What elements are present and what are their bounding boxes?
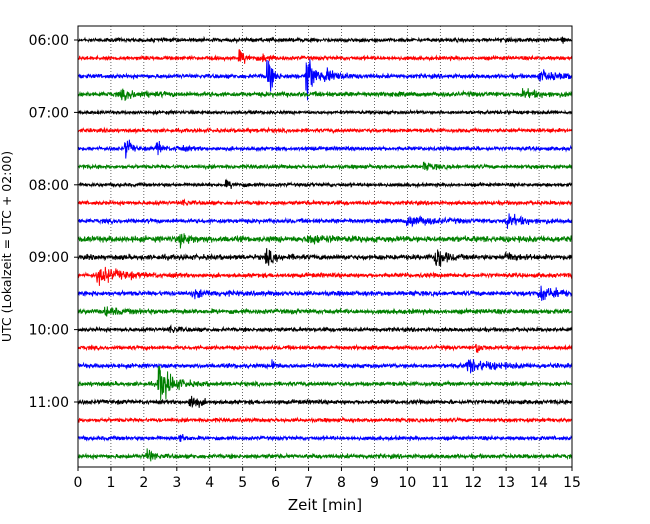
y-axis-label: UTC (Lokalzeit = UTC + 02:00) xyxy=(0,151,14,342)
x-tick-label: 11 xyxy=(431,475,449,491)
y-tick-label: 10:00 xyxy=(29,323,69,339)
trace-1000 xyxy=(77,323,573,334)
trace-0845 xyxy=(77,233,573,249)
y-axis-ticks: 06:00 07:00 08:00 09:00 10:00 11:00 xyxy=(29,33,78,411)
trace-0700 xyxy=(77,108,573,116)
trace-0800 xyxy=(77,178,573,189)
x-tick-label: 2 xyxy=(139,475,148,491)
x-axis-label: Zeit [min] xyxy=(288,496,362,514)
y-tick-label: 08:00 xyxy=(29,178,69,194)
trace-1145 xyxy=(77,448,573,462)
x-tick-label: 9 xyxy=(370,475,379,491)
x-tick-label: 13 xyxy=(497,475,515,491)
trace-1015 xyxy=(77,343,573,354)
trace-1030 xyxy=(77,358,573,374)
x-tick-label: 10 xyxy=(398,475,416,491)
trace-0645 xyxy=(77,88,573,101)
y-tick-label: 09:00 xyxy=(29,250,69,266)
x-axis-ticks: 0 1 2 3 4 5 6 7 8 9 10 11 12 13 14 15 xyxy=(74,467,581,491)
x-tick-label: 3 xyxy=(172,475,181,491)
trace-1045 xyxy=(77,366,573,401)
trace-0600 xyxy=(77,35,573,45)
seismic-traces xyxy=(77,35,573,462)
x-tick-label: 14 xyxy=(530,475,548,491)
trace-0945 xyxy=(77,306,573,317)
trace-0615 xyxy=(77,49,573,64)
plot-frame xyxy=(77,25,573,468)
x-tick-label: 7 xyxy=(304,475,313,491)
trace-0715 xyxy=(77,126,573,135)
x-tick-label: 1 xyxy=(106,475,115,491)
trace-0815 xyxy=(77,198,573,207)
x-tick-label: 6 xyxy=(271,475,280,491)
x-tick-label: 5 xyxy=(238,475,247,491)
trace-0730 xyxy=(77,139,573,159)
trace-0930 xyxy=(77,285,573,301)
x-tick-label: 15 xyxy=(563,475,581,491)
trace-1130 xyxy=(77,434,573,442)
trace-0630 xyxy=(77,59,573,101)
trace-1115 xyxy=(77,416,573,424)
x-tick-label: 12 xyxy=(464,475,482,491)
trace-0830 xyxy=(77,213,573,229)
y-tick-label: 07:00 xyxy=(29,105,69,121)
y-tick-label: 06:00 xyxy=(29,33,69,49)
x-tick-label: 8 xyxy=(337,475,346,491)
trace-0900 xyxy=(77,248,573,267)
x-tick-label: 0 xyxy=(74,475,83,491)
trace-0745 xyxy=(77,161,573,171)
x-tick-label: 4 xyxy=(205,475,214,491)
trace-0915 xyxy=(77,266,573,286)
y-tick-label: 11:00 xyxy=(29,395,69,411)
trace-1100 xyxy=(77,395,573,409)
